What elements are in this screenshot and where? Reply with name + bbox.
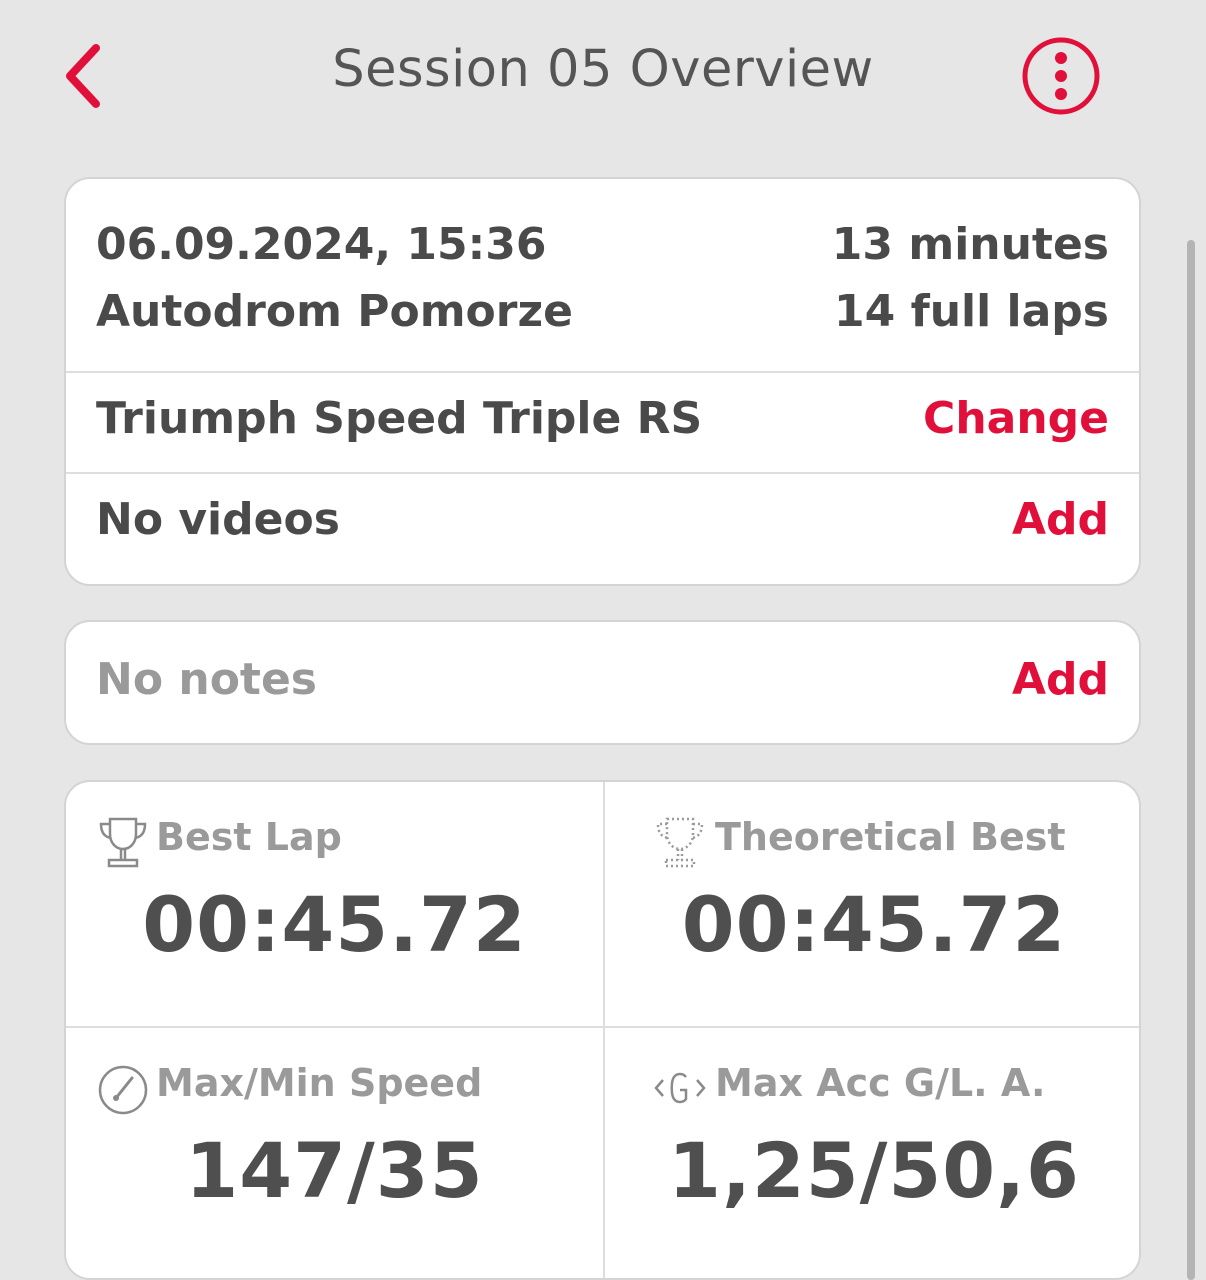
notes-card: No notes Add	[64, 620, 1141, 745]
session-duration: 13 minutes	[831, 219, 1109, 270]
more-vertical-icon	[1022, 37, 1100, 115]
divider	[66, 371, 1139, 373]
theoretical-best-label: Theoretical Best	[715, 815, 1066, 859]
change-bike-button[interactable]: Change	[923, 393, 1109, 444]
theoretical-best-value: 00:45.72	[681, 880, 1067, 969]
page-title: Session 05 Overview	[332, 40, 874, 99]
acceleration-value: 1,25/50,6	[668, 1126, 1080, 1215]
chevron-left-icon	[66, 44, 100, 108]
stats-card: Best Lap 00:45.72 Theoretical Best 00:45…	[64, 780, 1141, 1280]
add-video-button[interactable]: Add	[1011, 494, 1109, 545]
back-button[interactable]	[58, 36, 118, 116]
add-note-button[interactable]: Add	[1011, 654, 1109, 705]
dotted-trophy-icon	[656, 817, 704, 868]
session-datetime: 06.09.2024, 15:36	[96, 219, 547, 270]
scrollbar[interactable]	[1187, 240, 1195, 1280]
g-force-icon	[654, 1072, 706, 1104]
best-lap-stat[interactable]: Best Lap 00:45.72	[66, 782, 603, 1026]
session-track: Autodrom Pomorze	[96, 286, 573, 337]
more-options-button[interactable]	[1021, 36, 1101, 116]
top-bar: Session 05 Overview	[0, 0, 1206, 150]
notes-status: No notes	[96, 654, 317, 705]
session-info-card: 06.09.2024, 15:36 13 minutes Autodrom Po…	[64, 177, 1141, 586]
bike-name: Triumph Speed Triple RS	[96, 393, 703, 444]
speed-stat[interactable]: Max/Min Speed 147/35	[66, 1028, 603, 1278]
divider	[603, 782, 605, 1278]
best-lap-value: 00:45.72	[142, 880, 527, 969]
acceleration-label: Max Acc G/L. A.	[715, 1061, 1046, 1105]
theoretical-best-stat[interactable]: Theoretical Best 00:45.72	[605, 782, 1139, 1026]
trophy-icon	[99, 817, 147, 868]
divider	[66, 1026, 1139, 1028]
session-laps: 14 full laps	[834, 286, 1109, 337]
speedometer-icon	[98, 1065, 148, 1115]
videos-status: No videos	[96, 494, 340, 545]
speed-value: 147/35	[185, 1126, 484, 1215]
speed-label: Max/Min Speed	[156, 1061, 483, 1105]
best-lap-label: Best Lap	[156, 815, 342, 859]
divider	[66, 472, 1139, 474]
acceleration-stat[interactable]: Max Acc G/L. A. 1,25/50,6	[605, 1028, 1139, 1278]
